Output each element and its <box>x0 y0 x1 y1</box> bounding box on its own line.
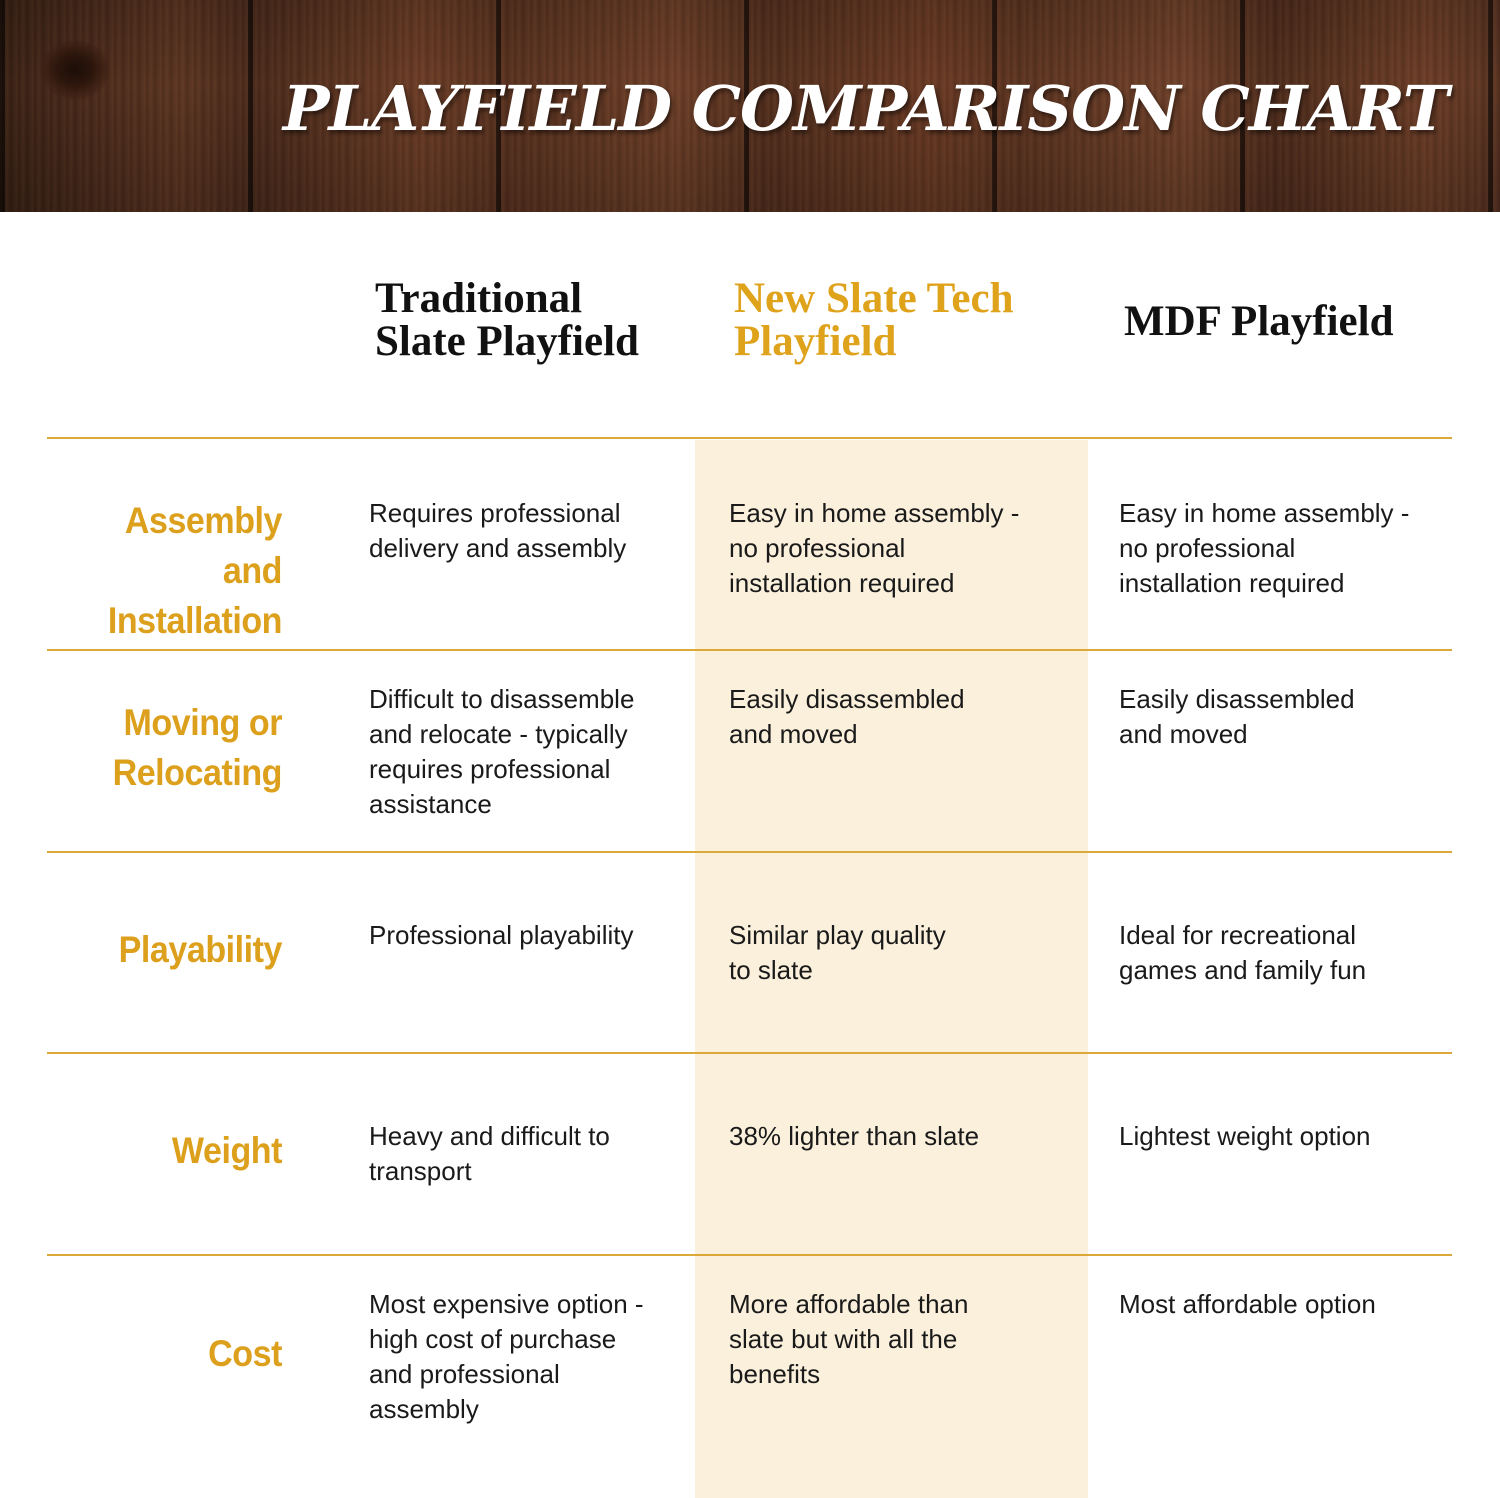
cell-line: games and family fun <box>1119 955 1367 985</box>
column-header-line: MDF Playfield <box>1124 298 1394 345</box>
cell-line: Requires professional <box>369 498 621 528</box>
row-label-weight: Weight <box>59 1126 283 1176</box>
cell-line: requires professional <box>369 754 611 784</box>
cell-line: benefits <box>729 1359 821 1389</box>
cell-line: Lightest weight option <box>1119 1121 1371 1151</box>
page-title: PLAYFIELD COMPARISON CHART <box>282 72 1449 145</box>
column-header-traditional-slate: Traditional Slate Playfield <box>375 277 639 363</box>
cell-new-slate-tech: Easily disassembled and moved <box>729 682 965 752</box>
row-label-line: Playability <box>118 929 283 970</box>
cell-line: Most expensive option - <box>369 1289 644 1319</box>
cell-line: installation required <box>729 568 955 598</box>
cell-line: Easy in home assembly - <box>1119 498 1410 528</box>
cell-traditional: Most expensive option - high cost of pur… <box>369 1287 644 1427</box>
cell-line: transport <box>369 1156 472 1186</box>
row-label-line: Assembly and <box>124 500 283 591</box>
cell-line: Most affordable option <box>1119 1289 1376 1319</box>
cell-new-slate-tech: 38% lighter than slate <box>729 1119 979 1154</box>
row-label-line: Cost <box>208 1333 282 1374</box>
column-header-line: New Slate Tech <box>734 275 1014 322</box>
column-header-new-slate-tech: New Slate Tech Playfield <box>734 277 1014 363</box>
row-divider <box>47 649 1452 651</box>
cell-new-slate-tech: Easy in home assembly - no professional … <box>729 496 1019 601</box>
column-header-mdf: MDF Playfield <box>1124 300 1394 343</box>
row-label-cost: Cost <box>59 1329 282 1379</box>
cell-line: and relocate - typically <box>369 719 628 749</box>
row-label-assembly: Assembly and Installation <box>59 496 283 646</box>
cell-line: slate but with all the <box>729 1324 958 1354</box>
row-label-line: Weight <box>171 1130 283 1171</box>
cell-line: Professional playability <box>369 920 634 950</box>
cell-line: no professional <box>1119 533 1296 563</box>
cell-line: high cost of purchase <box>369 1324 617 1354</box>
cell-traditional: Professional playability <box>369 918 633 953</box>
cell-traditional: Requires professional delivery and assem… <box>369 496 626 566</box>
cell-mdf: Easily disassembled and moved <box>1119 682 1355 752</box>
row-divider <box>47 851 1452 853</box>
cell-mdf: Lightest weight option <box>1119 1119 1371 1154</box>
cell-line: installation required <box>1119 568 1345 598</box>
highlight-column-background <box>695 440 1088 1498</box>
cell-line: Ideal for recreational <box>1119 920 1357 950</box>
cell-line: delivery and assembly <box>369 533 627 563</box>
row-label-line: Installation <box>107 600 283 641</box>
row-label-moving: Moving or Relocating <box>59 698 283 798</box>
cell-line: 38% lighter than slate <box>729 1121 980 1151</box>
cell-line: Easy in home assembly - <box>729 498 1020 528</box>
cell-line: and moved <box>1119 719 1248 749</box>
cell-line: to slate <box>729 955 813 985</box>
cell-traditional: Difficult to disassemble and relocate - … <box>369 682 634 822</box>
column-header-line: Traditional <box>375 275 583 322</box>
cell-line: Easily disassembled <box>729 684 965 714</box>
row-label-line: Moving or <box>123 702 283 743</box>
row-label-playability: Playability <box>59 925 283 975</box>
row-label-line: Relocating <box>112 752 283 793</box>
cell-line: Similar play quality <box>729 920 946 950</box>
wood-banner: PLAYFIELD COMPARISON CHART <box>0 0 1500 212</box>
cell-mdf: Ideal for recreational games and family … <box>1119 918 1366 988</box>
row-divider <box>47 437 1452 439</box>
cell-line: assistance <box>369 789 492 819</box>
row-divider <box>47 1254 1452 1256</box>
row-divider <box>47 1052 1452 1054</box>
column-header-line: Playfield <box>734 318 897 365</box>
cell-line: and professional <box>369 1359 560 1389</box>
cell-new-slate-tech: More affordable than slate but with all … <box>729 1287 968 1392</box>
cell-mdf: Most affordable option <box>1119 1287 1376 1322</box>
column-header-line: Slate Playfield <box>375 318 639 365</box>
wood-knot-decoration <box>40 40 110 100</box>
cell-line: and moved <box>729 719 858 749</box>
cell-line: More affordable than <box>729 1289 969 1319</box>
cell-new-slate-tech: Similar play quality to slate <box>729 918 946 988</box>
cell-line: no professional <box>729 533 906 563</box>
cell-line: Easily disassembled <box>1119 684 1355 714</box>
cell-line: Difficult to disassemble <box>369 684 635 714</box>
cell-mdf: Easy in home assembly - no professional … <box>1119 496 1409 601</box>
cell-line: Heavy and difficult to <box>369 1121 610 1151</box>
cell-traditional: Heavy and difficult to transport <box>369 1119 610 1189</box>
cell-line: assembly <box>369 1394 479 1424</box>
